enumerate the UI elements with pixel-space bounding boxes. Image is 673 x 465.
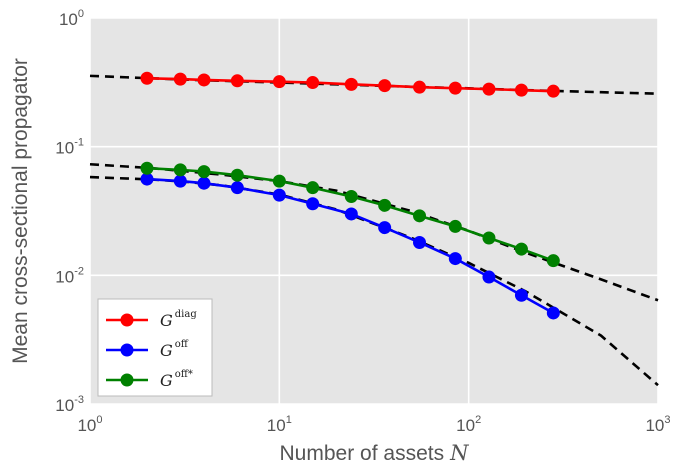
tick-base: 10 bbox=[55, 267, 74, 286]
data-point bbox=[413, 235, 427, 249]
data-point bbox=[344, 189, 358, 203]
legend-marker bbox=[120, 373, 134, 387]
x-axis-label-variable: N bbox=[449, 441, 469, 465]
x-axis-label-text: Number of assets bbox=[280, 442, 445, 465]
tick-exponent: 2 bbox=[475, 414, 481, 426]
data-point bbox=[448, 219, 462, 233]
data-point bbox=[230, 181, 244, 195]
data-point bbox=[514, 242, 528, 256]
tick-exponent: 0 bbox=[78, 8, 84, 20]
tick-exponent: -1 bbox=[74, 137, 84, 149]
data-point bbox=[378, 198, 392, 212]
data-point bbox=[140, 71, 154, 85]
data-point bbox=[482, 82, 496, 96]
y-tick-label: 10-1 bbox=[55, 137, 84, 158]
data-point bbox=[378, 79, 392, 93]
data-point bbox=[140, 161, 154, 175]
data-point bbox=[514, 288, 528, 302]
tick-base: 10 bbox=[456, 416, 475, 435]
legend-label-base: G bbox=[160, 341, 173, 360]
data-point bbox=[140, 172, 154, 186]
tick-base: 10 bbox=[55, 139, 74, 158]
data-point bbox=[482, 231, 496, 245]
tick-base: 10 bbox=[55, 396, 74, 415]
tick-base: 10 bbox=[645, 416, 664, 435]
data-point bbox=[197, 165, 211, 179]
data-point bbox=[306, 197, 320, 211]
data-point bbox=[378, 221, 392, 235]
legend-label-base: G bbox=[160, 311, 173, 330]
series-off bbox=[140, 172, 560, 320]
data-point bbox=[413, 209, 427, 223]
tick-exponent: 1 bbox=[286, 414, 292, 426]
legend-label-base: G bbox=[160, 371, 173, 390]
x-tick-label: 103 bbox=[645, 414, 670, 435]
grid bbox=[89, 17, 659, 405]
y-tick-label: 10-2 bbox=[55, 265, 84, 286]
tick-base: 10 bbox=[267, 416, 286, 435]
x-tick-labels: 100 101 102 103 bbox=[77, 414, 670, 435]
data-point bbox=[306, 181, 320, 195]
series-diag bbox=[140, 71, 560, 98]
data-point bbox=[272, 75, 286, 89]
data-point bbox=[482, 270, 496, 284]
data-point bbox=[413, 80, 427, 94]
data-point bbox=[514, 83, 528, 97]
x-axis-label: Number of assets N bbox=[280, 441, 470, 465]
y-tick-label: 10-3 bbox=[55, 394, 84, 415]
data-point bbox=[448, 252, 462, 266]
data-point bbox=[448, 81, 462, 95]
tick-exponent: -2 bbox=[74, 265, 84, 277]
data-point bbox=[173, 163, 187, 177]
tick-exponent: 3 bbox=[664, 414, 670, 426]
legend-marker bbox=[120, 343, 134, 357]
legend-marker bbox=[120, 313, 134, 327]
tick-base: 10 bbox=[59, 10, 78, 29]
data-point bbox=[546, 306, 560, 320]
data-point bbox=[173, 174, 187, 188]
y-tick-label: 100 bbox=[59, 8, 84, 29]
tick-base: 10 bbox=[77, 416, 96, 435]
tick-exponent: 0 bbox=[96, 414, 102, 426]
data-point bbox=[197, 73, 211, 87]
legend-label-sup: off* bbox=[175, 369, 193, 380]
x-tick-label: 102 bbox=[456, 414, 481, 435]
data-point bbox=[272, 174, 286, 188]
data-point bbox=[197, 176, 211, 190]
y-axis-label: Mean cross-sectional propagator bbox=[9, 58, 32, 364]
legend-label-sup: off bbox=[175, 339, 189, 350]
data-point bbox=[173, 72, 187, 86]
data-series bbox=[140, 71, 560, 320]
legend-label-sup: diag bbox=[175, 309, 198, 320]
data-point bbox=[306, 76, 320, 90]
data-point bbox=[344, 77, 358, 91]
x-tick-label: 101 bbox=[267, 414, 292, 435]
data-point bbox=[230, 168, 244, 182]
tick-exponent: -3 bbox=[74, 394, 84, 406]
data-point bbox=[272, 188, 286, 202]
series-off-star bbox=[140, 161, 560, 268]
data-point bbox=[344, 207, 358, 221]
x-tick-label: 100 bbox=[77, 414, 102, 435]
data-point bbox=[546, 254, 560, 268]
data-point bbox=[230, 74, 244, 88]
data-point bbox=[546, 84, 560, 98]
